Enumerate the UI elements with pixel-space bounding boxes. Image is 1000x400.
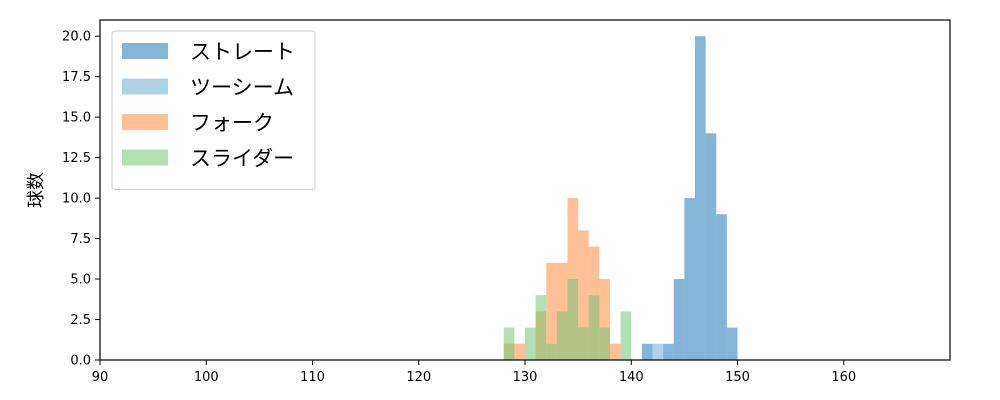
bar-series-0-bin-0 xyxy=(641,343,653,360)
x-tick-label: 90 xyxy=(92,370,109,385)
bars-layer xyxy=(503,36,738,360)
bar-series-3-bin-6 xyxy=(578,327,589,360)
bar-series-2-bin-6 xyxy=(578,230,589,360)
bar-series-2-bin-3 xyxy=(546,262,557,360)
bar-series-2-bin-1 xyxy=(514,343,525,360)
y-axis-label: 球数 xyxy=(26,172,47,208)
legend-label-0: ストレート xyxy=(190,40,295,64)
x-tick-label: 100 xyxy=(194,370,219,385)
bar-series-1-bin-0 xyxy=(652,343,664,360)
bar-series-0-bin-2 xyxy=(673,279,685,360)
x-tick-label: 110 xyxy=(300,370,325,385)
bar-series-3-bin-8 xyxy=(599,327,610,360)
legend-swatch-2 xyxy=(122,114,168,130)
y-tick-label: 12.5 xyxy=(62,151,91,166)
legend-label-2: フォーク xyxy=(190,111,274,135)
bar-series-3-bin-5 xyxy=(567,279,579,360)
legend-label-1: ツーシーム xyxy=(190,76,294,100)
bar-series-3-bin-0 xyxy=(503,327,515,360)
bar-series-3-bin-7 xyxy=(588,295,600,360)
y-tick-label: 10.0 xyxy=(62,192,91,207)
x-tick-label: 150 xyxy=(725,370,750,385)
legend-swatch-0 xyxy=(122,43,168,59)
bar-series-2-bin-9 xyxy=(610,343,621,360)
y-tick-label: 15.0 xyxy=(62,111,91,126)
bar-series-3-bin-9 xyxy=(620,311,632,360)
x-tick-label: 160 xyxy=(831,370,856,385)
bar-series-2-bin-8 xyxy=(599,279,610,360)
bar-series-3-bin-4 xyxy=(556,311,568,360)
legend-swatch-1 xyxy=(122,78,168,95)
bar-series-0-bin-5 xyxy=(705,133,717,360)
y-tick-label: 17.5 xyxy=(62,70,91,85)
y-axis: 0.0 2.5 5.0 7.5 10.0 12.5 15.0 17.5 20.0 xyxy=(62,30,100,369)
y-tick-label: 7.5 xyxy=(70,232,91,247)
legend-swatch-3 xyxy=(122,149,168,166)
y-tick-label: 20.0 xyxy=(62,30,91,45)
bar-series-3-bin-3 xyxy=(546,343,557,360)
legend-label-3: スライダー xyxy=(190,147,294,171)
y-tick-label: 2.5 xyxy=(70,313,91,328)
bar-series-3-bin-2 xyxy=(535,295,547,360)
x-tick-label: 120 xyxy=(406,370,431,385)
x-tick-label: 130 xyxy=(513,370,538,385)
bar-series-0-bin-6 xyxy=(716,214,727,360)
y-tick-label: 0.0 xyxy=(70,354,91,369)
bar-series-0-bin-1 xyxy=(663,343,674,360)
y-tick-label: 5.0 xyxy=(70,273,91,288)
bar-series-0-bin-3 xyxy=(684,198,695,360)
x-axis: 90 100 110 120 130 140 150 160 xyxy=(92,360,856,385)
x-tick-label: 140 xyxy=(619,370,644,385)
bar-series-0-bin-7 xyxy=(726,327,738,360)
bar-series-0-bin-4 xyxy=(695,36,706,360)
bar-series-3-bin-1 xyxy=(525,327,536,360)
